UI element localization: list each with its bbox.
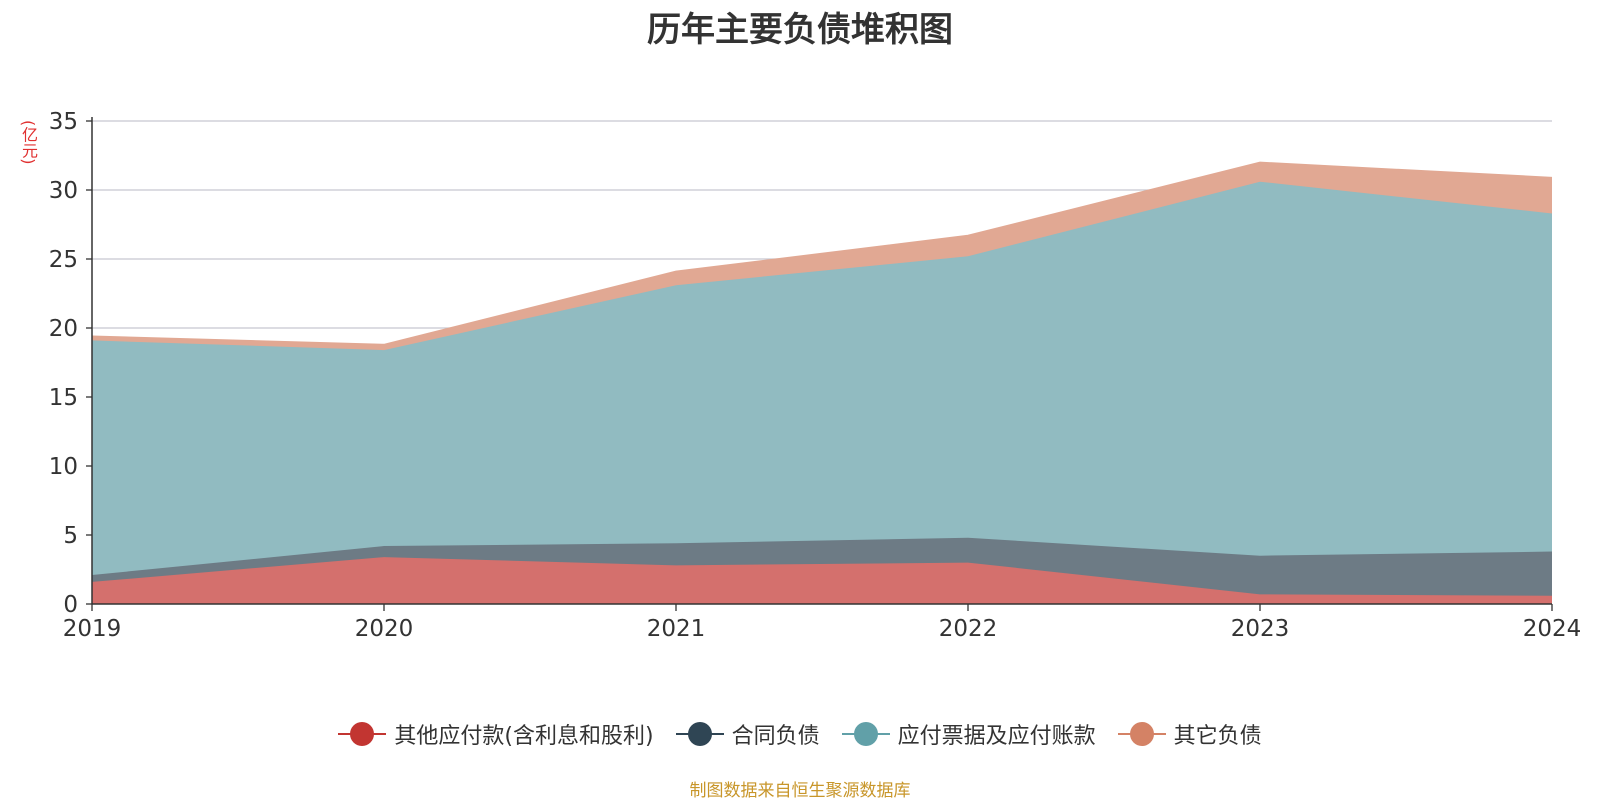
legend-label: 其它负债	[1173, 724, 1262, 749]
area-chart: 0 5 10 15 20 25 30 35 2019 2020 2021 2022 2023 2024	[49, 109, 1582, 642]
y-tick-label: 30	[49, 178, 78, 204]
legend-item[interactable]: 应付票据及应付账款	[841, 718, 1096, 750]
chart-title: 历年主要负债堆积图	[647, 10, 953, 50]
area-series-0	[92, 557, 1552, 604]
legend-item[interactable]: 其它负债	[1117, 718, 1262, 750]
legend-swatch-icon	[675, 722, 724, 746]
legend-label: 其他应付款(含利息和股利)	[394, 724, 654, 749]
y-tick-label: 5	[63, 523, 78, 549]
legend-item[interactable]: 其他应付款(含利息和股利)	[338, 718, 654, 750]
area-series-1	[92, 537, 1552, 596]
y-tick-label: 10	[49, 454, 78, 480]
legend-label: 应付票据及应付账款	[897, 724, 1096, 749]
y-tick-label: 25	[49, 247, 78, 273]
legend-label: 合同负债	[731, 724, 820, 749]
legend-swatch-icon	[1117, 722, 1166, 746]
series-line-3	[91, 161, 1553, 346]
legend-swatch-icon	[841, 722, 890, 746]
y-axis-label: (亿元)	[19, 120, 38, 165]
y-tick-label: 20	[49, 316, 78, 342]
area-series-2	[92, 181, 1552, 576]
source-note: 制图数据来自恒生聚源数据库	[689, 781, 911, 801]
stacked-areas	[91, 161, 1553, 604]
x-tick-label: 2022	[939, 616, 998, 642]
x-tick-label: 2023	[1231, 616, 1290, 642]
x-tick-label: 2020	[355, 616, 414, 642]
legend-item[interactable]: 合同负债	[675, 718, 820, 750]
x-tick-label: 2021	[647, 616, 706, 642]
legend: 其他应付款(含利息和股利) 合同负债 应付票据及应付账款 其它负债	[0, 718, 1600, 750]
y-tick-label: 15	[49, 385, 78, 411]
legend-swatch-icon	[338, 722, 387, 746]
y-tick-label: 35	[49, 109, 78, 135]
x-tick-label: 2024	[1523, 616, 1582, 642]
area-series-3	[92, 162, 1552, 351]
axes: 0 5 10 15 20 25 30 35 2019 2020 2021 2022 2023 2024	[49, 109, 1582, 642]
y-tick-label: 0	[63, 592, 78, 618]
x-tick-label: 2019	[63, 616, 122, 642]
